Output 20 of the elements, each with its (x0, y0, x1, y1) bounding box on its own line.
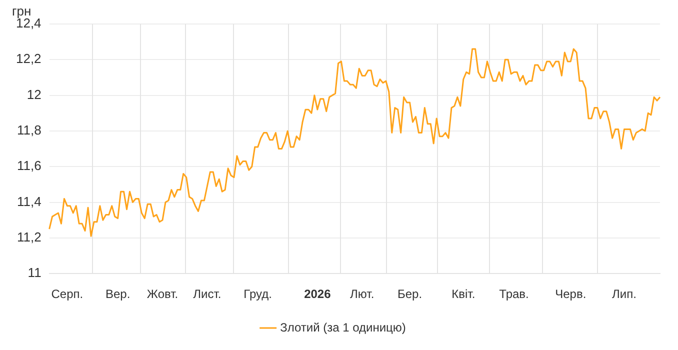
y-tick-label: 12,2 (16, 51, 42, 66)
x-tick-label: Бер. (397, 287, 422, 302)
x-tick-label: Груд. (244, 287, 272, 302)
y-tick-label: 12 (26, 86, 42, 102)
x-tick-label: Жовт. (146, 287, 178, 302)
x-tick-label: Лист. (193, 287, 222, 302)
x-tick-label: Трав. (499, 287, 529, 302)
x-tick-label: Квіт. (452, 287, 476, 302)
y-tick-label: 11,2 (16, 230, 42, 245)
x-tick-label: Серп. (51, 287, 84, 302)
y-tick-label: 11,4 (16, 194, 42, 209)
y-tick-label: 11,6 (16, 158, 42, 174)
x-tick-label: Черв. (555, 287, 586, 302)
legend-label: Злотий (за 1 одиницю) (280, 320, 406, 334)
x-tick-label: Лип. (612, 287, 636, 302)
x-tick-label: 2026 (304, 287, 332, 302)
x-tick-label: Вер. (105, 287, 130, 302)
x-tick-label: Лют. (350, 287, 374, 302)
y-tick-label: 11,8 (16, 122, 42, 138)
y-tick-label: 11 (28, 265, 42, 280)
